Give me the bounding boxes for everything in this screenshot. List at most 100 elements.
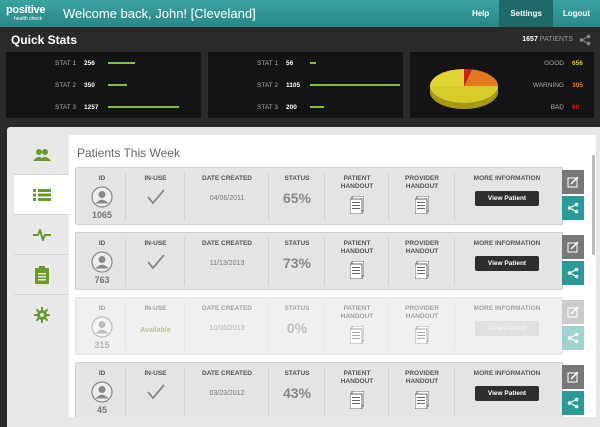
pie-slice-good: [430, 86, 498, 103]
patient-handout-icon[interactable]: [350, 391, 364, 409]
edit-button[interactable]: [562, 300, 584, 324]
column-header: IN-USE: [144, 305, 167, 312]
col-in-use: IN-USE: [128, 363, 183, 417]
share-icon: [567, 397, 579, 409]
column-header: PROVIDER HANDOUT: [405, 175, 439, 190]
logo[interactable]: positive health check: [0, 0, 55, 27]
sidebar-item-settings[interactable]: [14, 295, 69, 335]
edit-icon: [567, 306, 579, 318]
stat-row: STAT 1 256: [6, 57, 201, 69]
column-header: STATUS: [284, 370, 310, 377]
sidebar-item-list[interactable]: [14, 175, 70, 215]
pie-slice-good-top: [430, 69, 464, 86]
view-patient-button[interactable]: View Patient: [475, 386, 539, 401]
stat-label: STAT 2: [257, 81, 278, 89]
share-button[interactable]: [562, 391, 584, 415]
edit-button[interactable]: [562, 235, 584, 259]
legend-value: 656: [572, 59, 583, 67]
stat-value: 200: [286, 103, 297, 111]
provider-handout-icon[interactable]: [415, 391, 429, 409]
column-header: ID: [98, 305, 106, 312]
patient-id: 45: [96, 405, 107, 415]
date-created: 11/13/2013: [209, 260, 245, 267]
legend-value: 305: [572, 81, 583, 89]
sidebar-item-pulse[interactable]: [14, 215, 69, 255]
share-button[interactable]: [562, 326, 584, 350]
provider-handout-icon[interactable]: [415, 326, 429, 344]
edit-button[interactable]: [562, 365, 584, 389]
provider-handout-icon[interactable]: [415, 261, 429, 279]
share-icon[interactable]: [579, 34, 591, 46]
share-icon: [567, 202, 579, 214]
stat-label: STAT 2: [55, 81, 76, 89]
scrollbar-thumb[interactable]: [592, 155, 595, 255]
col-in-use: IN-USE: [128, 168, 183, 224]
share-button[interactable]: [562, 196, 584, 220]
stat-row: STAT 3 200: [208, 101, 403, 113]
col-provider-handout: PROVIDER HANDOUT: [391, 298, 453, 354]
stat-row: STAT 1 56: [208, 57, 403, 69]
column-header: MORE INFORMATION: [473, 305, 541, 312]
patient-row: ID 315 IN-USE Available DATE CREATED 10/05/20…: [75, 297, 563, 355]
stat-bar: [310, 106, 324, 108]
column-header: PROVIDER HANDOUT: [405, 305, 439, 320]
col-in-use: IN-USE: [128, 233, 183, 289]
logo-main: positive: [6, 4, 46, 16]
col-status: STATUS 0%: [271, 298, 323, 354]
stat-row: STAT 2 350: [6, 79, 201, 91]
edit-icon: [567, 241, 579, 253]
patient-count-label: PATIENTS: [539, 36, 573, 43]
quick-stats-header: Quick Stats 1657 PATIENTS: [0, 27, 600, 52]
help-button[interactable]: Help: [471, 9, 490, 18]
patient-count: 1657 PATIENTS: [522, 36, 573, 43]
column-header: PATIENT HANDOUT: [340, 240, 374, 255]
stat-panel-2: STAT 1 56 STAT 2 1105 STAT 3 200: [208, 52, 403, 118]
edit-button[interactable]: [562, 170, 584, 194]
col-provider-handout: PROVIDER HANDOUT: [391, 363, 453, 417]
column-header: ID: [98, 175, 106, 182]
checkmark-icon: [146, 254, 165, 270]
patient-id: 315: [94, 340, 110, 350]
stat-bar: [310, 62, 316, 64]
patient-handout-icon[interactable]: [350, 326, 364, 344]
column-header: PATIENT HANDOUT: [340, 305, 374, 320]
settings-button[interactable]: Settings: [500, 0, 552, 27]
view-patient-button[interactable]: View Patient: [475, 256, 539, 271]
column-header: PROVIDER HANDOUT: [405, 240, 439, 255]
pulse-icon: [32, 228, 51, 241]
stat-label: STAT 1: [55, 59, 76, 67]
patient-id: 763: [94, 275, 110, 285]
date-created: 04/06/2011: [209, 195, 245, 202]
view-patient-button[interactable]: View Patient: [475, 191, 539, 206]
provider-handout-icon[interactable]: [415, 196, 429, 214]
pie-legend-bad: BAD 60: [510, 101, 580, 113]
column-header: STATUS: [284, 175, 310, 182]
checkmark-icon: [146, 189, 165, 205]
edit-icon: [567, 176, 579, 188]
col-date: DATE CREATED 03/23/2012: [187, 363, 267, 417]
patient-handout-icon[interactable]: [350, 261, 364, 279]
logout-button[interactable]: Logout: [562, 9, 590, 18]
stat-value: 56: [286, 59, 294, 67]
patients-panel: Patients This Week ID 1065 IN-USE DATE CREA…: [69, 135, 596, 417]
available-label: Available: [140, 327, 171, 334]
patient-row: ID 763 IN-USE DATE CREATED 11/13/2013 STATUS 7…: [75, 232, 563, 290]
patient-avatar-icon: [91, 251, 113, 273]
stat-value: 350: [84, 81, 95, 89]
col-patient-handout: PATIENT HANDOUT: [327, 168, 387, 224]
sidebar-item-users[interactable]: [14, 135, 69, 175]
sidebar-item-clipboard[interactable]: [14, 255, 69, 295]
row-actions: [562, 170, 584, 220]
sidebar: [14, 135, 70, 335]
pie-side: [430, 86, 498, 109]
patient-count-value: 1657: [522, 36, 538, 43]
column-header: PATIENT HANDOUT: [340, 370, 374, 385]
pie-slice-warning: [464, 69, 499, 86]
col-more: MORE INFORMATION View Patient: [457, 363, 557, 417]
patient-handout-icon[interactable]: [350, 196, 364, 214]
column-header: IN-USE: [144, 240, 167, 247]
share-button[interactable]: [562, 261, 584, 285]
patient-avatar-icon: [91, 381, 113, 403]
view-patient-button[interactable]: View Patient: [475, 321, 539, 336]
column-header: DATE CREATED: [202, 175, 252, 182]
